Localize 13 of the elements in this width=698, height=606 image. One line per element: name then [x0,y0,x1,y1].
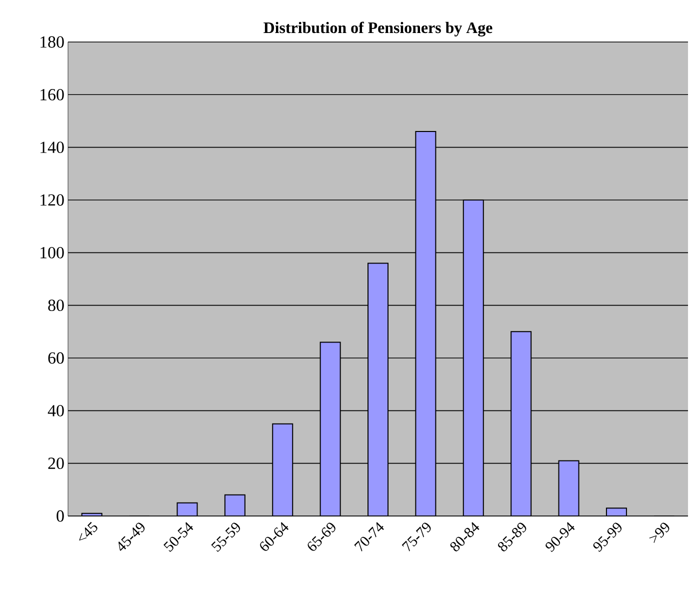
y-tick-label: 120 [40,194,64,206]
y-tick-label: 0 [56,510,64,522]
y-tick-label: 100 [40,246,64,258]
y-tick-label: 80 [48,300,64,312]
y-tick-label: 180 [40,36,64,48]
y-tick-label: 160 [40,88,64,100]
y-tick-label: 140 [40,142,64,154]
y-tick-label: 40 [48,404,64,416]
x-tick-label: >99 [649,522,670,543]
chart-title: Distribution of Pensioners by Age [264,22,492,36]
x-tick-label: <45 [79,522,98,541]
y-tick-label: 20 [48,458,64,470]
y-tick-label: 60 [48,352,64,364]
